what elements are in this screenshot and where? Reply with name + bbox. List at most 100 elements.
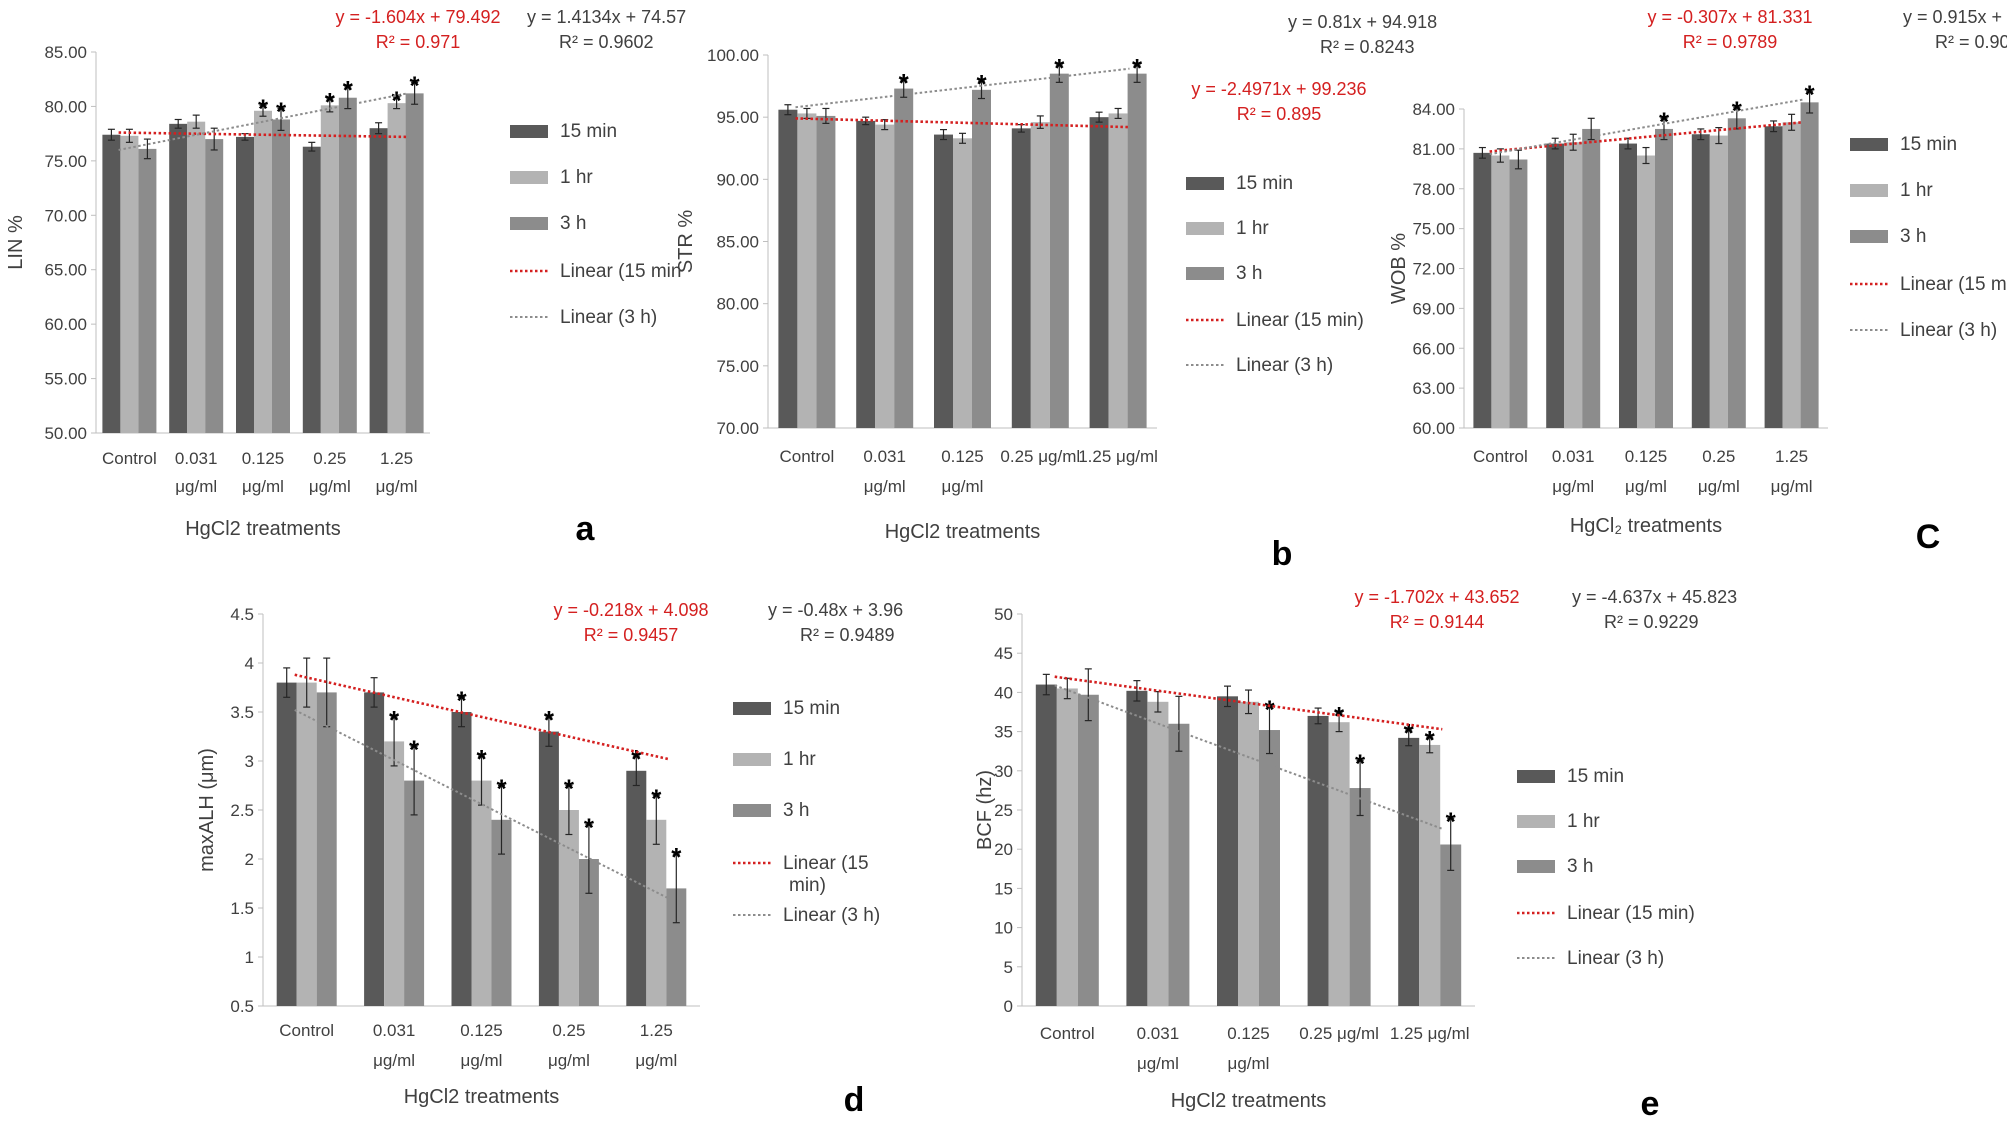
significance-marker: * [544,705,555,735]
x-tick-label: μg/ml [1552,477,1594,496]
bar [1491,155,1510,429]
bar [1637,155,1655,429]
y-tick-label: 25 [994,801,1013,820]
y-tick-label: 1 [245,948,254,967]
y-tick-label: 20 [994,840,1013,859]
panel-label: a [576,510,596,548]
chart-panel-d: 0.5 1 1.5 2 2.5 3 3.5 4 4.5 Control 0.031 μg/ml 0.12… [196,600,903,1119]
bar [1727,118,1746,428]
significance-marker: * [899,68,910,98]
legend-swatch-bar [733,753,771,766]
bar [1398,737,1420,1006]
significance-marker: * [343,75,354,105]
chart-panel-e: 0 5 10 15 20 25 30 35 40 45 50 Control 0.031 μg/ml 0.1… [974,587,1737,1123]
legend-label: 3 h [1236,263,1262,284]
bar [369,128,388,433]
r-squared-15min: R² = 0.971 [376,32,461,52]
legend-label: 15 min [1900,134,1957,155]
bar [387,103,406,434]
legend-label: 15 min [1567,766,1624,787]
bar [875,124,895,429]
y-tick-label: 50.00 [44,424,87,443]
legend-swatch-bar [1850,138,1888,151]
legend-label: Linear (3 h) [560,307,657,328]
bar [1328,722,1350,1006]
y-tick-label: 40 [994,683,1013,702]
bar [1419,744,1441,1006]
y-tick-label: 84.00 [1412,100,1455,119]
equation-3h: y = -4.637x + 45.823 [1572,587,1737,607]
legend-label: 15 min [783,698,840,719]
bar [953,138,972,428]
x-tick-label: 1.25 μg/ml [1390,1024,1470,1043]
bar [1509,159,1528,428]
x-tick-label: μg/ml [548,1051,590,1070]
bar [276,682,297,1006]
bar [296,682,317,1006]
bar [856,120,876,428]
x-tick-label: μg/ml [242,477,284,496]
bar [1440,844,1462,1006]
significance-marker: * [476,744,487,774]
bar [626,770,647,1006]
y-tick-label: 75.00 [716,357,759,376]
x-tick-label: μg/ml [864,477,906,496]
x-tick-label: Control [102,449,157,468]
x-tick-label: μg/ml [1228,1054,1270,1073]
x-tick-label: 1.25 μg/ml [1078,447,1158,466]
bar [1049,73,1069,429]
trendline-15min [1054,675,1443,731]
bar [1126,690,1148,1006]
r-squared-3h: R² = 0.9229 [1604,612,1699,632]
bar [316,692,337,1006]
bar [1127,73,1147,429]
bar [1349,788,1371,1006]
r-squared-15min: R² = 0.9144 [1390,612,1485,632]
legend-label: 1 hr [1900,180,1933,201]
equation-15min: y = -1.702x + 43.652 [1354,587,1519,607]
bar [471,780,492,1006]
bar [1582,128,1601,428]
y-tick-label: 55.00 [44,370,87,389]
legend: 15 min 1 hr 3 h Linear (15 min) Linear (3 h) [1850,134,2007,341]
bar [646,819,667,1006]
x-tick-label: μg/ml [175,477,217,496]
y-tick-label: 72.00 [1412,260,1455,279]
x-axis-title: HgCl2 treatments [404,1086,560,1108]
significance-marker: * [1805,80,1816,110]
r-squared-3h: R² = 0.9489 [800,625,895,645]
y-tick-label: 50 [994,605,1013,624]
x-tick-label: μg/ml [461,1051,503,1070]
significance-marker: * [631,744,642,774]
x-tick-label: μg/ml [373,1051,415,1070]
x-tick-label: Control [279,1021,334,1040]
x-tick-label: Control [779,447,834,466]
bar [1217,696,1238,1006]
y-axis-title: maxALH (μm) [196,748,218,872]
significance-marker: * [651,783,662,813]
significance-marker: * [671,842,682,872]
bar [364,692,385,1006]
y-tick-label: 81.00 [1412,140,1455,159]
legend-label: Linear (3 h) [783,905,880,926]
legend-label: Linear (3 h) [1236,355,1333,376]
y-tick-label: 75.00 [1412,220,1455,239]
legend-swatch-bar [1186,177,1224,190]
bar [491,819,512,1006]
bar [1030,122,1050,428]
legend: 15 min 1 hr 3 h Linear (15 min) Linear (3 h) [1186,173,1364,376]
significance-marker: * [1404,718,1415,748]
y-tick-label: 78.00 [1412,180,1455,199]
r-squared-3h: R² = 0.9059 [1935,32,2007,52]
bar [236,136,254,433]
significance-marker: * [1446,807,1457,837]
trendline-3h [1054,684,1443,830]
legend-label: 15 min [1236,173,1293,194]
r-squared-3h: R² = 0.9602 [559,32,654,52]
bar [1238,701,1259,1006]
significance-marker: * [1355,749,1366,779]
legend-swatch-bar [1186,222,1224,235]
x-tick-label: μg/ml [635,1051,677,1070]
legend-label: 1 hr [1567,811,1600,832]
